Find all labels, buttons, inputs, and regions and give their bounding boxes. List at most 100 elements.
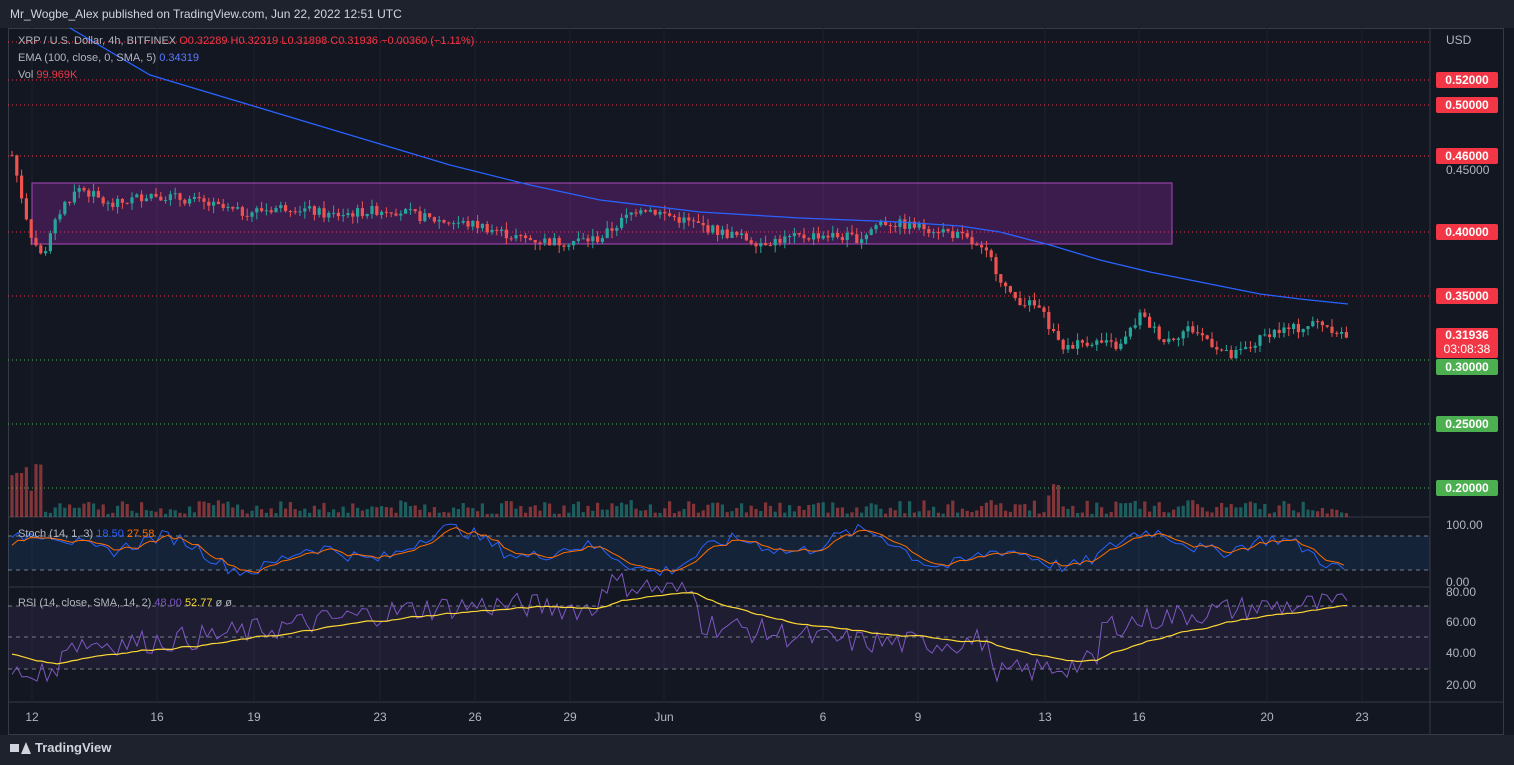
candle-body	[1152, 326, 1156, 328]
candle-body	[1013, 291, 1017, 299]
volume-bar	[768, 505, 772, 517]
candle-body	[687, 217, 691, 221]
volume-bar	[432, 507, 436, 517]
main-legend[interactable]: XRP / U.S. Dollar, 4h, BITFINEX O0.32289…	[18, 35, 474, 47]
vol-label[interactable]: Vol	[18, 69, 34, 81]
candle-body	[48, 233, 52, 252]
candle-body	[538, 242, 542, 244]
volume-legend[interactable]: Vol 99.969K	[18, 69, 77, 81]
price-tag-050: 0.50000	[1436, 97, 1498, 113]
candle-body	[1148, 316, 1152, 328]
volume-bar	[1210, 512, 1214, 517]
ema-legend[interactable]: EMA (100, close, 0, SMA, 5) 0.34319	[18, 52, 199, 64]
candle-body	[192, 196, 196, 199]
volume-bar	[149, 510, 153, 517]
stoch-k-value: 18.50	[96, 528, 124, 540]
volume-bar	[269, 508, 273, 517]
rsi-axis-80: 80.00	[1446, 585, 1477, 599]
candle-body	[648, 209, 652, 212]
candle-body	[874, 225, 878, 230]
volume-bar	[500, 503, 504, 517]
ema-label[interactable]: EMA (100, close, 0, SMA, 5)	[18, 52, 157, 64]
volume-bar	[188, 506, 192, 517]
volume-bar	[452, 507, 456, 517]
volume-bar	[447, 512, 451, 517]
candle-body	[15, 155, 19, 176]
candle-body	[1100, 340, 1104, 343]
candle-body	[970, 237, 974, 245]
candle-body	[322, 208, 326, 218]
chart-frame[interactable]	[8, 28, 1504, 735]
candle-body	[711, 225, 715, 233]
currency-label[interactable]: USD	[1446, 33, 1472, 47]
tradingview-logo[interactable]: TradingView	[10, 740, 111, 755]
candle-body	[716, 225, 720, 235]
stoch-label[interactable]: Stoch (14, 1, 3)	[18, 528, 94, 540]
time-label-13: 13	[1038, 710, 1052, 724]
price-tag-052: 0.52000	[1436, 72, 1498, 88]
candle-body	[1287, 327, 1291, 329]
candle-body	[44, 251, 48, 254]
volume-bar	[874, 504, 878, 517]
last-price-tag: 0.31936 03:08:38	[1436, 328, 1498, 358]
candle-body	[1071, 344, 1075, 349]
volume-bar	[1248, 501, 1252, 517]
candle-body	[725, 229, 729, 238]
candle-body	[178, 193, 182, 200]
volume-bar	[1128, 502, 1132, 517]
volume-bar	[749, 505, 753, 517]
candle-body	[1124, 336, 1128, 344]
ohlc-values: O0.32289 H0.32319 L0.31898 C0.31936 −0.0…	[179, 35, 475, 47]
candle-body	[1340, 332, 1344, 334]
candle-body	[341, 215, 345, 217]
volume-bar	[524, 512, 528, 517]
volume-bar	[1344, 513, 1348, 517]
rsi-label[interactable]: RSI (14, close, SMA, 14, 2)	[18, 597, 152, 609]
rsi-legend[interactable]: RSI (14, close, SMA, 14, 2) 48.00 52.77 …	[18, 597, 232, 609]
volume-bar	[20, 473, 24, 517]
volume-bar	[1148, 511, 1152, 517]
stoch-legend[interactable]: Stoch (14, 1, 3) 18.50 27.58	[18, 528, 154, 540]
volume-bar	[437, 512, 441, 517]
volume-bar	[495, 513, 499, 517]
candle-body	[1119, 343, 1123, 349]
candle-body	[1292, 323, 1296, 329]
candle-body	[615, 227, 619, 231]
candle-body	[130, 197, 134, 204]
candle-body	[1066, 344, 1070, 350]
candle-body	[720, 229, 724, 235]
volume-bar	[164, 513, 168, 517]
symbol-label[interactable]: XRP / U.S. Dollar, 4h, BITFINEX	[18, 35, 177, 47]
vol-value: 99.969K	[36, 69, 78, 81]
candle-body	[740, 233, 744, 236]
candle-body	[1311, 321, 1315, 327]
volume-bar	[893, 510, 897, 517]
candle-body	[1191, 326, 1195, 333]
volume-bar	[557, 513, 561, 517]
candle-body	[1344, 332, 1348, 338]
candle-body	[951, 231, 955, 238]
candle-body	[639, 210, 643, 214]
candle-body	[576, 238, 580, 241]
candle-body	[888, 224, 892, 227]
volume-bar	[519, 505, 523, 517]
volume-bar	[932, 506, 936, 517]
volume-bar	[168, 509, 172, 517]
volume-bar	[596, 502, 600, 517]
candle-body	[29, 219, 33, 238]
volume-bar	[701, 510, 705, 517]
volume-bar	[1292, 510, 1296, 517]
volume-bar	[615, 506, 619, 517]
candle-body	[154, 193, 158, 197]
volume-bar	[600, 509, 604, 517]
candle-body	[298, 211, 302, 213]
volume-bar	[903, 513, 907, 517]
volume-bar	[1066, 508, 1070, 517]
candle-body	[879, 221, 883, 226]
volume-bar	[984, 502, 988, 517]
candle-body	[557, 237, 561, 246]
volume-bar	[538, 510, 542, 517]
candle-body	[164, 200, 168, 202]
volume-bar	[1253, 503, 1257, 517]
